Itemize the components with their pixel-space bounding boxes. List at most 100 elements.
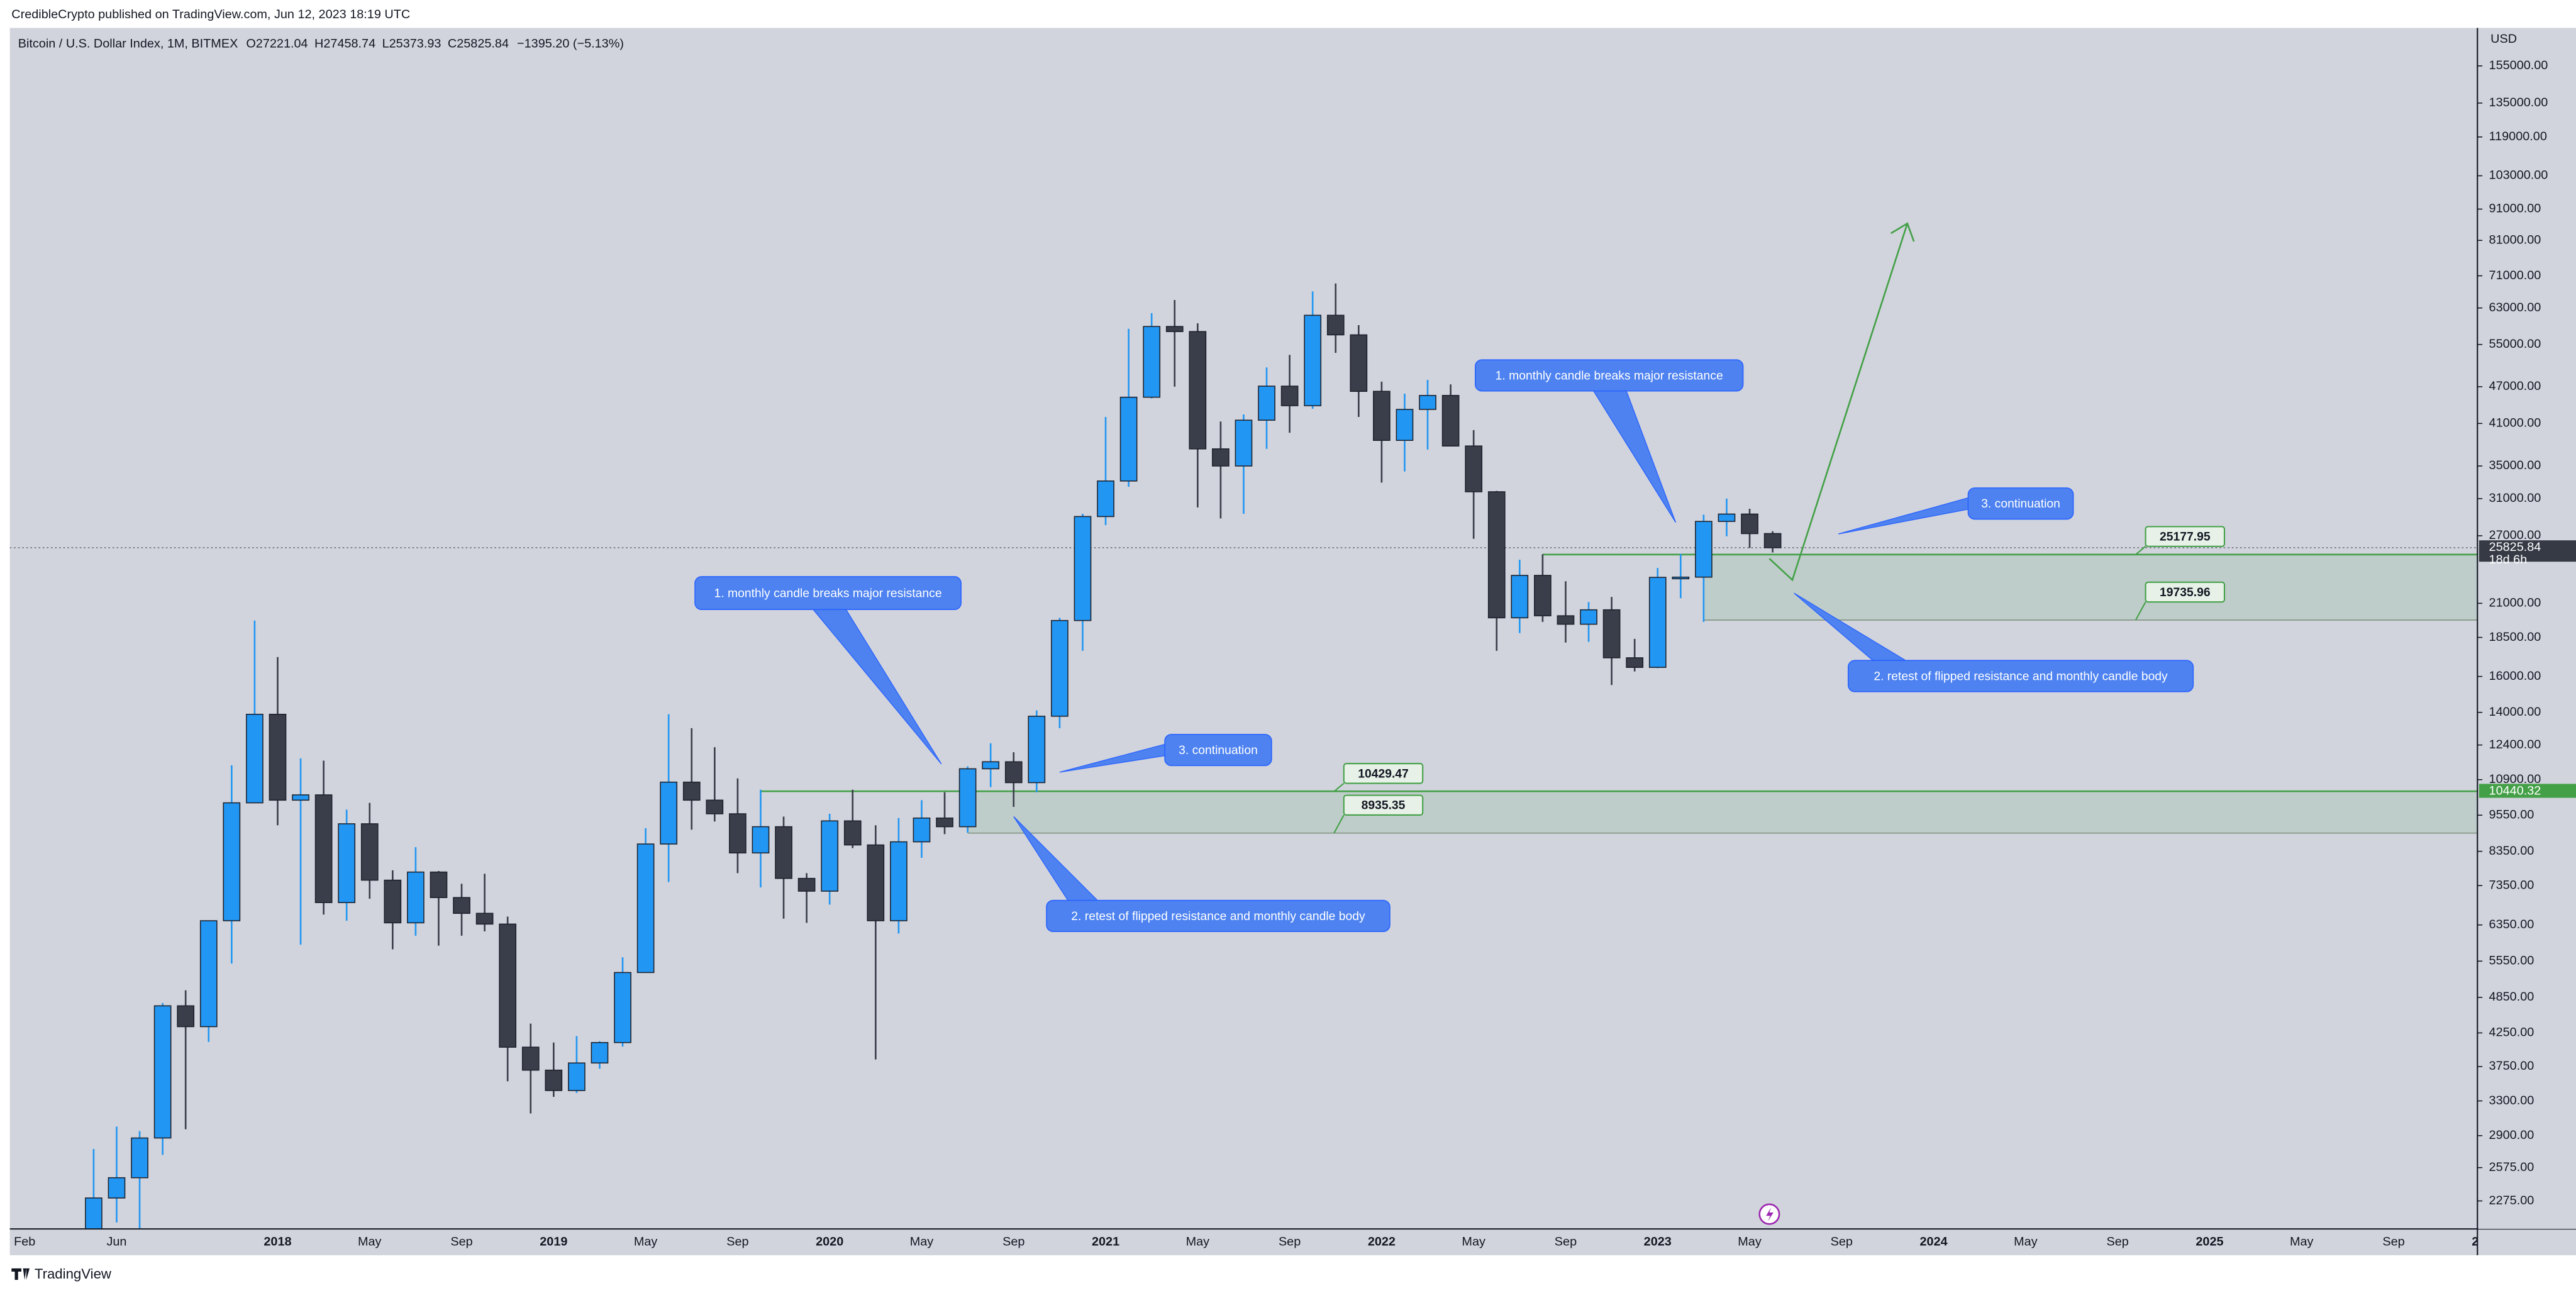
- y-tick-label: 12400.00: [2489, 738, 2541, 752]
- candle-body: [360, 823, 379, 881]
- candle-body: [1419, 395, 1436, 410]
- y-tick-label: 2575.00: [2489, 1160, 2534, 1174]
- x-tick-label: Sep: [2382, 1235, 2404, 1248]
- y-tick-label: 4850.00: [2489, 990, 2534, 1004]
- x-tick-label: Sep: [1002, 1235, 1024, 1248]
- x-tick-label: 2024: [1920, 1235, 1948, 1248]
- candle-body: [1051, 619, 1069, 717]
- last-price-badge-bg: [2479, 540, 2576, 562]
- candle-body: [1280, 386, 1299, 406]
- candle-body: [821, 820, 839, 892]
- callout-box: [694, 576, 962, 611]
- candle-body: [85, 1197, 103, 1229]
- y-tick-label: 135000.00: [2489, 96, 2548, 109]
- candle-body: [1097, 480, 1114, 518]
- callout-text: 2. retest of flipped resistance and mont…: [1874, 670, 2168, 683]
- legend-open: 27221.04: [256, 37, 308, 51]
- candle-body: [958, 768, 977, 828]
- candle-body: [1626, 657, 1644, 668]
- candle-body: [199, 920, 218, 1028]
- candle-body: [1028, 716, 1046, 784]
- candle-body: [1557, 615, 1575, 625]
- candle-body: [1602, 609, 1621, 658]
- y-tick-label: 119000.00: [2489, 130, 2547, 143]
- drawings: 1. monthly candle breaks major resistanc…: [694, 222, 2226, 933]
- candle-body: [223, 802, 241, 921]
- x-tick-label: 2022: [1368, 1235, 1396, 1248]
- x-tick-label: May: [1186, 1235, 1210, 1248]
- x-tick-label: May: [1462, 1235, 1485, 1248]
- y-tick-label: 91000.00: [2489, 202, 2541, 216]
- candle-body: [1143, 326, 1161, 398]
- x-tick-label: 2026: [2472, 1235, 2499, 1248]
- candle-body: [1396, 409, 1414, 441]
- candle-body: [1074, 516, 1092, 621]
- y-tick-label: 9550.00: [2489, 808, 2534, 822]
- candle-body: [1695, 521, 1713, 578]
- projection-arrow: [1768, 223, 1909, 582]
- zone-label-leg: [1333, 814, 1345, 834]
- candle-body: [752, 826, 770, 854]
- x-tick-label: Jun: [106, 1235, 126, 1248]
- candle-body: [269, 714, 287, 801]
- callout-text: 1. monthly candle breaks major resistanc…: [1496, 369, 1723, 382]
- candle-body: [706, 799, 724, 814]
- level-badge-bg: [2479, 784, 2576, 798]
- x-tick-label: 2019: [540, 1235, 567, 1248]
- candle-body: [775, 826, 792, 879]
- candle-body: [797, 877, 816, 892]
- candle-body: [682, 781, 701, 801]
- x-tick-label: Feb: [14, 1235, 35, 1248]
- callout: 1. monthly candle breaks major resistanc…: [1475, 359, 1744, 523]
- callout-box: [1967, 487, 2074, 520]
- legend-change: −1395.20 (−5.13%): [517, 37, 624, 51]
- callout-box: [1164, 733, 1272, 767]
- x-tick-label: May: [634, 1235, 658, 1248]
- zone-label-leg: [1333, 782, 1345, 792]
- candle-body: [1165, 326, 1184, 333]
- candle-body: [499, 923, 517, 1048]
- y-tick-label: 2275.00: [2489, 1194, 2534, 1207]
- candle-body: [545, 1069, 563, 1091]
- callout: 3. continuation: [1059, 733, 1272, 773]
- callout: 1. monthly candle breaks major resistanc…: [694, 576, 962, 765]
- x-tick-label: 2021: [1092, 1235, 1119, 1248]
- y-tick-label: 2900.00: [2489, 1128, 2534, 1142]
- x-tick-label: May: [2014, 1235, 2038, 1248]
- legend-high: 27458.74: [323, 37, 375, 51]
- candle-body: [1672, 576, 1690, 580]
- y-tick-label: 47000.00: [2489, 379, 2541, 393]
- candle-body: [338, 823, 356, 904]
- y-tick-label: 81000.00: [2489, 233, 2541, 247]
- x-tick-label: Sep: [726, 1235, 748, 1248]
- zone-label: 10429.47: [1358, 767, 1409, 780]
- candle-body: [1441, 395, 1460, 447]
- candle-body: [936, 817, 953, 828]
- y-tick-label: 55000.00: [2489, 337, 2541, 351]
- y-tick-label: 5550.00: [2489, 954, 2534, 968]
- axes: 155000.00 135000.00 119000.00 103000.00 9100…: [14, 28, 2576, 1248]
- candle-body: [867, 844, 885, 921]
- candle-body: [660, 781, 678, 845]
- callout-box: [1475, 359, 1744, 392]
- candle-body: [1741, 513, 1758, 535]
- candle-body: [1763, 533, 1782, 548]
- candle-body: [1258, 386, 1275, 421]
- y-tick-label: 63000.00: [2489, 301, 2541, 314]
- candle-body: [1004, 761, 1023, 784]
- candle-body: [636, 843, 655, 974]
- candle-body: [729, 813, 747, 854]
- candle-body: [1534, 575, 1552, 616]
- candle-body: [1189, 331, 1207, 450]
- brand-text: TradingView: [35, 1266, 112, 1282]
- candle-body: [568, 1062, 586, 1091]
- legend-letter: C: [448, 37, 457, 51]
- zone-label: 25177.95: [2160, 530, 2211, 543]
- candle-body: [1511, 575, 1529, 619]
- level-badge: 10440.32: [2489, 784, 2541, 797]
- candle-body: [430, 871, 448, 899]
- candle-body: [407, 871, 425, 924]
- x-tick-label: Sep: [1279, 1235, 1301, 1248]
- candle-body: [591, 1041, 609, 1064]
